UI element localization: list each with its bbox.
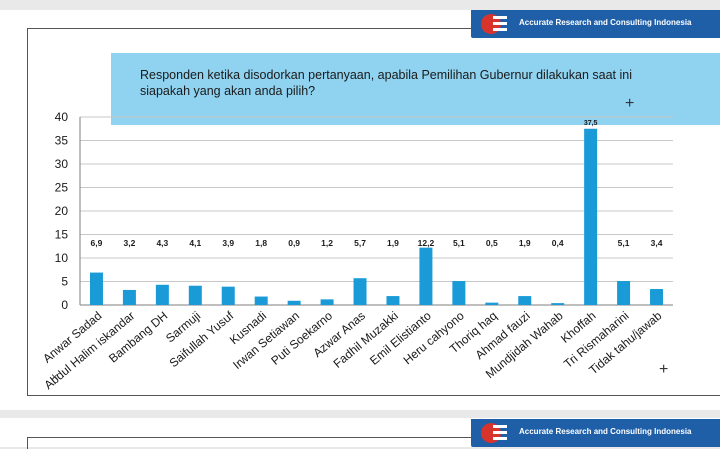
bar xyxy=(386,296,400,305)
data-label: 1,8 xyxy=(255,238,267,248)
question-box: Responden ketika disodorkan pertanyaan, … xyxy=(111,53,720,125)
data-label: 1,9 xyxy=(519,238,531,248)
brand-name: Accurate Research and Consulting Indones… xyxy=(519,18,692,27)
data-label: 37,5 xyxy=(584,120,598,127)
y-tick-label: 30 xyxy=(55,157,69,171)
y-tick-label: 40 xyxy=(55,110,69,124)
data-label: 1,9 xyxy=(387,238,399,248)
plus-icon: + xyxy=(625,95,635,112)
data-label: 5,1 xyxy=(453,238,465,248)
data-label: 1,2 xyxy=(321,238,333,248)
bar xyxy=(254,296,268,305)
data-label: 4,1 xyxy=(189,238,201,248)
bar xyxy=(320,299,334,305)
y-tick-label: 15 xyxy=(55,228,69,242)
slide-frame xyxy=(27,28,720,396)
data-label: 6,9 xyxy=(91,238,103,248)
y-tick-label: 5 xyxy=(61,275,68,289)
plus-icon: + xyxy=(659,361,669,378)
bar xyxy=(419,247,433,305)
bar xyxy=(617,281,631,305)
data-label: 3,9 xyxy=(222,238,234,248)
next-slide-frame xyxy=(27,437,720,449)
bar xyxy=(650,289,664,305)
brand-header-next: Accurate Research and Consulting Indones… xyxy=(471,419,720,447)
bar xyxy=(518,296,532,305)
bar xyxy=(89,272,103,305)
y-tick-label: 10 xyxy=(55,251,69,265)
bar xyxy=(551,303,565,305)
data-label: 4,3 xyxy=(156,238,168,248)
brand-logo-icon xyxy=(481,423,507,443)
data-label: 0,9 xyxy=(288,238,300,248)
data-label: 3,4 xyxy=(651,238,663,248)
data-label: 0,4 xyxy=(552,238,564,248)
cross-icon: × xyxy=(51,370,59,384)
question-text: Responden ketika disodorkan pertanyaan, … xyxy=(140,68,632,98)
y-tick-label: 35 xyxy=(55,134,69,148)
bar xyxy=(452,281,466,305)
y-tick-label: 0 xyxy=(61,298,68,312)
y-tick-label: 20 xyxy=(55,204,69,218)
bar xyxy=(188,285,202,305)
bar xyxy=(122,289,136,305)
data-label: 0,5 xyxy=(486,238,498,248)
data-label: 5,7 xyxy=(354,238,366,248)
brand-logo-icon xyxy=(481,14,507,34)
data-label: 12,2 xyxy=(418,238,435,248)
bar xyxy=(353,278,367,305)
bar xyxy=(287,300,301,305)
data-label: 5,1 xyxy=(618,238,630,248)
bar xyxy=(485,302,499,305)
bar xyxy=(221,286,235,305)
brand-name: Accurate Research and Consulting Indones… xyxy=(519,427,692,436)
bar xyxy=(155,284,169,305)
y-tick-label: 25 xyxy=(55,181,69,195)
brand-header: Accurate Research and Consulting Indones… xyxy=(471,10,720,38)
bar xyxy=(584,128,598,305)
data-label: 3,2 xyxy=(124,238,136,248)
